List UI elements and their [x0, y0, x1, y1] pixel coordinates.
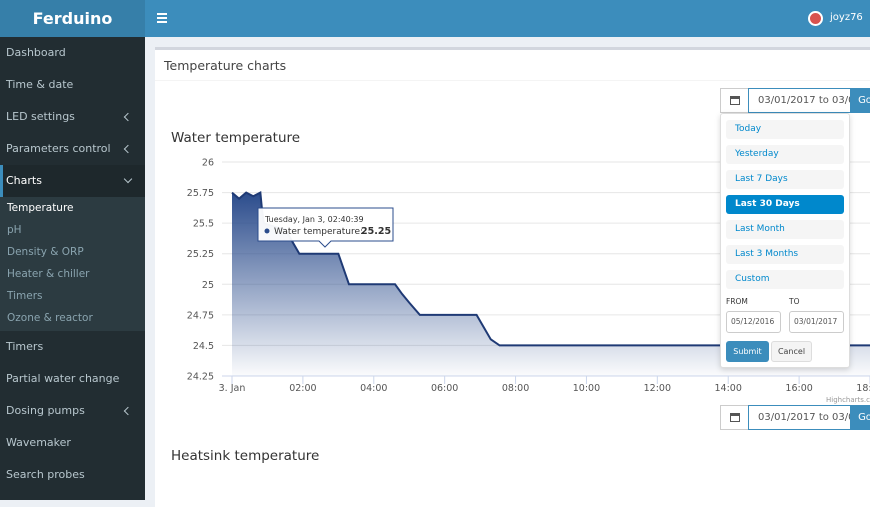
menu-label: Dosing pumps — [6, 404, 85, 417]
panel: Temperature charts — [155, 47, 870, 507]
menu-item[interactable]: Wavemaker — [0, 427, 145, 459]
logo[interactable]: Ferduino — [0, 0, 145, 37]
menu-item[interactable]: Time & date — [0, 69, 145, 101]
menu-item[interactable]: LED settings — [0, 101, 145, 133]
menu-label: Wavemaker — [6, 436, 71, 449]
submenu-item[interactable]: pH — [7, 224, 22, 236]
menu-item[interactable]: Parameters control — [0, 133, 145, 165]
top-bar: joyz76 — [145, 0, 870, 37]
submenu-item[interactable]: Ozone & reactor — [7, 312, 93, 324]
menu-arrow — [123, 406, 133, 416]
submenu-item[interactable]: Density & ORP — [7, 246, 84, 258]
menu-label: Partial water change — [6, 372, 120, 385]
menu-label: Time & date — [6, 78, 74, 91]
menu-item[interactable]: Timers — [0, 331, 145, 363]
menu-toggle[interactable] — [157, 13, 167, 23]
menu-arrow — [123, 144, 133, 154]
menu-label: Search probes — [6, 468, 85, 481]
menu-item[interactable]: Charts — [0, 165, 145, 197]
menu-label: Parameters control — [6, 142, 111, 155]
menu-label: LED settings — [6, 110, 75, 123]
submenu: Temperature pH Density & ORP Heater & chill… — [0, 197, 145, 331]
menu-label: Charts — [6, 174, 42, 187]
menu-arrow — [123, 112, 133, 122]
user-name[interactable]: joyz76 — [830, 12, 863, 23]
submenu-item[interactable]: Temperature — [7, 202, 74, 214]
menu-item[interactable]: Partial water change — [0, 363, 145, 395]
menu-item[interactable]: Dosing pumps — [0, 395, 145, 427]
avatar[interactable] — [808, 11, 823, 26]
submenu-item[interactable]: Heater & chiller — [7, 268, 90, 280]
panel-title: Temperature charts — [164, 58, 287, 73]
menu-item[interactable]: Search probes — [0, 459, 145, 491]
menu-arrow — [123, 174, 133, 184]
menu-label: Timers — [6, 340, 44, 353]
menu-label: Dashboard — [6, 46, 66, 59]
sidebar: Dashboard Time & date LED settings Paramete… — [0, 37, 145, 500]
menu-item[interactable]: Dashboard — [0, 37, 145, 69]
submenu-item[interactable]: Timers — [7, 290, 43, 302]
